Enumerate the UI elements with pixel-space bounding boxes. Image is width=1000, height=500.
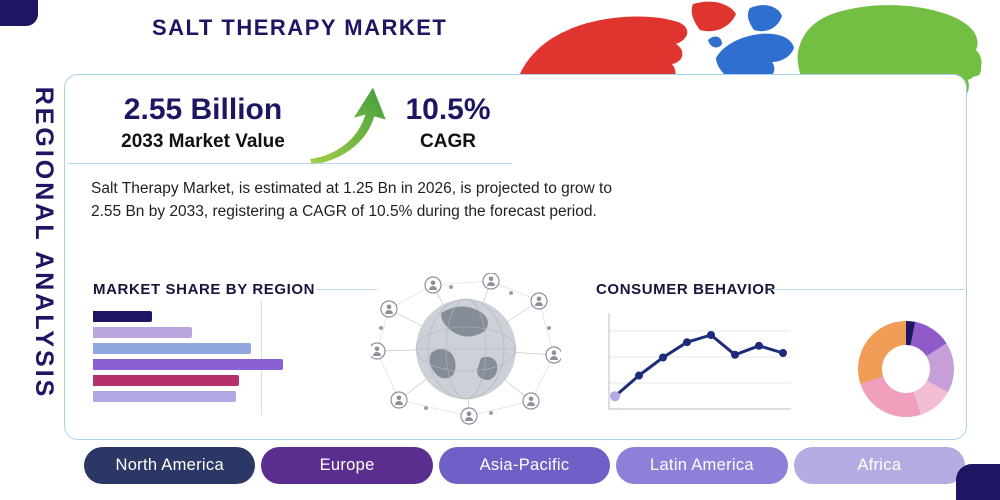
- region-button-latin-america[interactable]: Latin America: [616, 447, 788, 484]
- market-value-label: 2033 Market Value: [121, 131, 285, 152]
- market-description: Salt Therapy Market, is estimated at 1.2…: [91, 180, 612, 221]
- region-share-bar-5: [93, 375, 240, 386]
- content-panel: 2.55 Billion 2033 Market Value 10.5% CAG…: [64, 74, 967, 440]
- donut-chart-hole: [882, 345, 930, 393]
- line-chart-title: CONSUMER BEHAVIOR: [596, 281, 776, 298]
- corner-accent-top-left: [0, 0, 38, 26]
- bar-heading-rule: [317, 289, 377, 290]
- page-title: SALT THERAPY MARKET: [152, 15, 448, 40]
- corner-accent-bottom-right: [956, 464, 1000, 500]
- region-button-north-america[interactable]: North America: [84, 447, 256, 484]
- bar-chart-title: MARKET SHARE BY REGION: [93, 281, 316, 298]
- map-japan: [967, 61, 982, 77]
- cagr-label: CAGR: [420, 131, 476, 152]
- map-europe: [716, 33, 794, 84]
- map-greenland: [691, 1, 736, 32]
- region-buttons-row: North America Europe Asia-Pacific Latin Ame…: [84, 447, 966, 484]
- market-value-stat: 2.55 Billion 2033 Market Value: [93, 93, 313, 153]
- consumer-behavior-line-chart: [608, 313, 791, 410]
- cagr-number: 10.5%: [405, 93, 491, 126]
- region-button-africa[interactable]: Africa: [793, 447, 966, 484]
- growth-arrow-icon: [308, 84, 388, 166]
- map-scandinavia: [747, 5, 782, 32]
- region-share-bar-3: [93, 343, 251, 354]
- stats-divider: [67, 163, 512, 164]
- cagr-stat: 10.5% CAGR: [388, 93, 508, 153]
- region-button-asia-pacific[interactable]: Asia-Pacific: [438, 447, 611, 484]
- line-heading-rule: [771, 289, 965, 290]
- globe-network-image: [371, 273, 561, 425]
- region-share-bar-6: [93, 391, 236, 402]
- market-share-bar-chart: [93, 311, 293, 411]
- bar-chart-gridline: [261, 301, 262, 415]
- region-share-bar-2: [93, 327, 192, 338]
- region-button-europe[interactable]: Europe: [261, 447, 433, 484]
- market-value-number: 2.55 Billion: [123, 93, 283, 126]
- region-share-bar-4: [93, 359, 283, 370]
- donut-chart: [858, 321, 954, 417]
- map-uk: [708, 36, 722, 48]
- regional-analysis-label: REGIONAL ANALYSIS: [30, 86, 58, 400]
- region-share-bar-1: [93, 311, 152, 322]
